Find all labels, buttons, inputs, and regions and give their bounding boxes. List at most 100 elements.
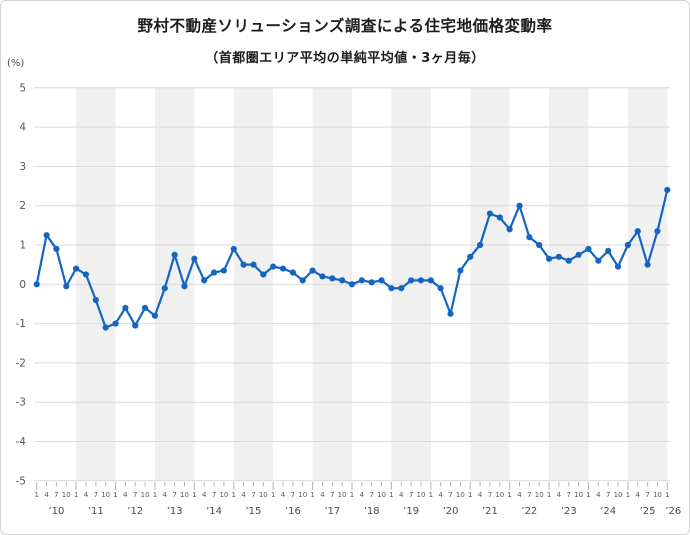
data-point (447, 310, 454, 317)
x-tick-label: 7 (291, 491, 295, 499)
data-point (536, 241, 543, 249)
x-tick-label: 10 (456, 491, 465, 499)
x-tick-label: 1 (665, 491, 669, 499)
data-point (437, 285, 444, 292)
x-tick-label: 1 (232, 491, 236, 499)
data-point (63, 283, 70, 290)
year-label: ’19 (403, 506, 419, 517)
x-tick-label: 4 (438, 491, 443, 499)
data-point (53, 245, 60, 253)
x-tick-label: 1 (547, 491, 551, 499)
x-tick-label: 10 (653, 491, 662, 499)
data-point (132, 322, 139, 329)
year-label: ’10 (48, 506, 64, 517)
x-tick-label: 7 (448, 491, 452, 499)
x-tick-label: 7 (527, 491, 531, 499)
x-tick-label: 7 (330, 491, 334, 499)
x-tick-label: 10 (180, 491, 189, 499)
data-point (368, 279, 375, 286)
data-point (408, 277, 415, 284)
data-point (151, 312, 159, 319)
data-point (299, 277, 306, 284)
data-point (220, 267, 228, 274)
data-point (260, 271, 267, 278)
year-label: ’20 (443, 506, 459, 517)
data-point (506, 226, 513, 233)
data-point (201, 277, 208, 284)
x-tick-label: 1 (429, 491, 433, 499)
data-point (378, 277, 385, 284)
x-tick-label: 10 (417, 491, 426, 499)
year-label: ’17 (324, 506, 340, 517)
year-label: ’18 (364, 506, 380, 517)
x-tick-label: 7 (54, 491, 58, 499)
y-tick-label: -5 (16, 475, 26, 487)
x-tick-label: 4 (557, 491, 562, 499)
x-tick-label: 1 (74, 491, 78, 499)
x-tick-label: 4 (596, 491, 601, 499)
x-tick-label: 4 (360, 491, 365, 499)
x-tick-label: 10 (535, 491, 544, 499)
year-label: ’24 (600, 506, 616, 517)
x-tick-label: 1 (389, 491, 393, 499)
data-point (388, 285, 395, 292)
x-tick-label: 1 (153, 491, 157, 499)
year-label: ’23 (561, 506, 577, 517)
data-point (43, 232, 50, 239)
data-point (112, 320, 119, 327)
year-label: ’22 (521, 506, 537, 517)
y-tick-label: -4 (16, 436, 27, 448)
y-tick-label: 1 (19, 240, 26, 252)
y-tick-label: 4 (19, 122, 26, 134)
data-point (171, 251, 178, 258)
data-point (250, 261, 257, 268)
year-label: ’26 (665, 506, 681, 517)
data-point (486, 210, 494, 217)
x-tick-label: 4 (635, 491, 640, 499)
x-tick-label: 10 (614, 491, 623, 499)
x-tick-label: 4 (123, 491, 128, 499)
data-point (319, 273, 326, 280)
y-tick-label: 5 (19, 82, 26, 94)
year-label: ’13 (167, 506, 183, 517)
x-tick-label: 4 (84, 491, 89, 499)
data-point (141, 304, 149, 311)
x-tick-label: 7 (133, 491, 137, 499)
data-point (614, 263, 622, 270)
data-point (595, 257, 602, 264)
y-axis-unit-label: (%) (7, 58, 25, 69)
data-point (92, 296, 99, 304)
data-point (279, 265, 287, 272)
data-point (33, 281, 40, 288)
data-point (210, 269, 218, 276)
data-point (575, 251, 582, 258)
x-tick-label: 7 (645, 491, 649, 499)
data-point (526, 234, 533, 241)
x-tick-label: 1 (192, 491, 196, 499)
x-tick-label: 4 (478, 491, 483, 499)
data-point (467, 253, 474, 260)
x-tick-label: 1 (586, 491, 590, 499)
x-tick-label: 7 (606, 491, 610, 499)
year-label: ’11 (88, 506, 104, 517)
x-tick-label: 7 (567, 491, 571, 499)
y-tick-label: 3 (19, 161, 26, 173)
data-point (309, 267, 316, 274)
data-point (545, 255, 553, 262)
x-tick-label: 4 (241, 491, 246, 499)
data-point (417, 277, 425, 284)
data-point (358, 277, 365, 284)
data-point (516, 202, 523, 209)
x-tick-label: 10 (495, 491, 504, 499)
x-tick-label: 4 (44, 491, 49, 499)
x-tick-label: 7 (251, 491, 255, 499)
x-tick-label: 7 (212, 491, 216, 499)
data-point (565, 257, 572, 264)
data-point (634, 228, 641, 235)
x-tick-label: 1 (310, 491, 314, 499)
data-point (191, 255, 198, 262)
data-point (654, 228, 661, 235)
data-point (398, 285, 405, 292)
